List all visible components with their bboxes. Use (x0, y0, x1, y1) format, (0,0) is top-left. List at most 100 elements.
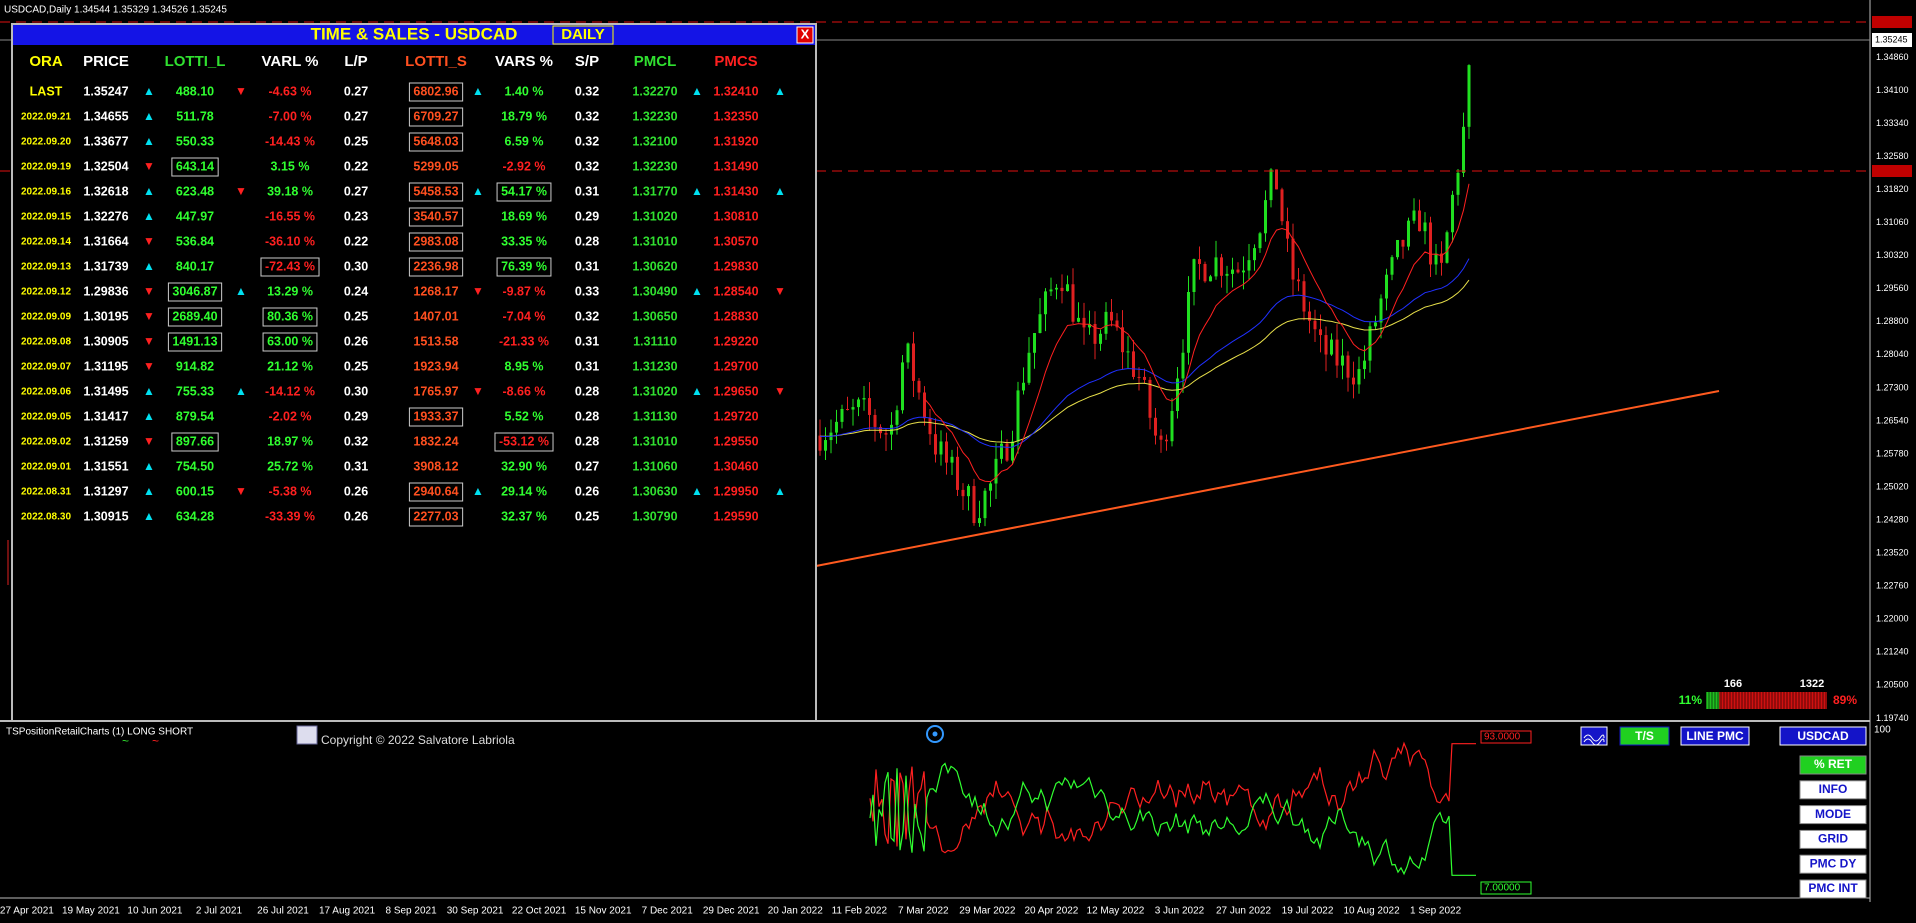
cell: 1.32276 (83, 209, 128, 223)
cell: 2022.08.30 (21, 512, 71, 523)
candle-body (1022, 382, 1025, 391)
cell: 1.29650 (713, 384, 758, 398)
cell: 32.37 % (501, 509, 547, 523)
candle-body (923, 392, 926, 419)
candle-body (1242, 270, 1245, 273)
price-label: 1.25780 (1876, 448, 1909, 458)
cell-box (408, 482, 464, 502)
candle-body (950, 456, 954, 463)
cell: 1.31010 (632, 234, 677, 248)
time-sales-panel: TIME & SALES - USDCAD DAILY X ORA PRICE LO… (11, 23, 817, 722)
cell: 1.31297 (83, 484, 128, 498)
panel-titlebar (13, 25, 815, 45)
cell: 2022.09.19 (21, 162, 71, 173)
candle-body (1440, 253, 1443, 263)
cell: 6802.96 (413, 84, 458, 98)
button[interactable] (1799, 805, 1867, 825)
cell: 0.33 (575, 284, 599, 298)
cell: 897.66 (176, 434, 214, 448)
candle-body (1154, 417, 1157, 436)
candle-body (857, 399, 860, 408)
price-label: 1.22760 (1876, 581, 1909, 591)
wave-button[interactable] (1580, 726, 1608, 746)
button-label[interactable]: GRID (1818, 832, 1848, 846)
candle-body (890, 424, 893, 435)
button[interactable] (1680, 726, 1750, 746)
indicator-value: 93.0000 (1484, 732, 1521, 743)
candle-body (956, 456, 959, 490)
button-label[interactable]: LINE PMC (1686, 729, 1744, 743)
candle-body (1104, 311, 1108, 334)
button[interactable] (1799, 879, 1867, 899)
candle-body (1363, 360, 1366, 370)
cell: 623.48 (176, 184, 214, 198)
trend-arrow: ▼ (774, 384, 786, 398)
trend-arrow: ▼ (143, 159, 155, 173)
button-label[interactable]: PMC DY (1810, 856, 1857, 870)
cell: 1.31010 (632, 434, 677, 448)
candle-body (1385, 274, 1388, 299)
trend-arrow: ▲ (774, 84, 786, 98)
button-label[interactable]: % RET (1814, 757, 1853, 771)
cell: 0.32 (575, 84, 599, 98)
candle-body (1055, 287, 1058, 290)
cell: -8.66 % (502, 384, 545, 398)
candle-body (994, 458, 998, 484)
indicator-value: 7.00000 (1484, 883, 1521, 894)
cell: -9.87 % (502, 284, 545, 298)
candle-body (1077, 317, 1080, 322)
cell: 80.36 % (267, 309, 313, 323)
cell: 755.33 (176, 384, 214, 398)
button-label[interactable]: T/S (1635, 729, 1654, 743)
cell: 33.35 % (501, 234, 547, 248)
candle-body (1467, 65, 1471, 127)
trend-arrow: ▲ (143, 109, 155, 123)
cell: 0.31 (575, 359, 599, 373)
close-label[interactable]: X (801, 26, 810, 41)
candle-body (1225, 273, 1229, 276)
button[interactable] (1779, 726, 1867, 746)
trend-arrow: ▲ (691, 384, 703, 398)
cell: 1832.24 (413, 434, 458, 448)
date-label: 17 Aug 2021 (319, 906, 376, 917)
price-label: 1.27300 (1876, 382, 1909, 392)
cell: 1.31430 (713, 184, 758, 198)
close-button[interactable] (796, 26, 814, 44)
button[interactable] (1799, 854, 1867, 874)
candle-body (1011, 441, 1014, 461)
button[interactable] (1619, 726, 1670, 746)
candle-body (917, 380, 921, 393)
cell: 0.26 (344, 334, 368, 348)
cell: 0.27 (575, 459, 599, 473)
wave-icon[interactable] (1583, 734, 1605, 746)
cell: 2022.08.31 (21, 487, 71, 498)
price-label: 1.31820 (1876, 184, 1909, 194)
cell: 3908.12 (413, 459, 458, 473)
button[interactable] (1799, 829, 1867, 849)
cell: 914.82 (176, 359, 214, 373)
price-label: 1.33340 (1876, 118, 1909, 128)
trend-arrow: ▲ (143, 184, 155, 198)
button-label[interactable]: PMC INT (1808, 881, 1858, 895)
button-label[interactable]: MODE (1815, 807, 1851, 821)
cell: 0.22 (344, 159, 368, 173)
trend-arrow: ▲ (143, 484, 155, 498)
price-label: 1.25020 (1876, 481, 1909, 491)
cell: 0.26 (344, 509, 368, 523)
cell-box (167, 282, 223, 302)
column-header: S/P (575, 53, 599, 70)
trend-arrow: ▼ (143, 284, 155, 298)
candle-body (1143, 376, 1146, 380)
date-label: 1 Sep 2022 (1410, 906, 1462, 917)
date-label: 20 Jan 2022 (768, 906, 823, 917)
price-label: 1.20500 (1876, 680, 1909, 690)
date-label: 11 Feb 2022 (832, 906, 888, 917)
column-header: L/P (344, 53, 367, 70)
button-label[interactable]: INFO (1819, 782, 1848, 796)
button[interactable] (1799, 755, 1867, 775)
cell: 2022.09.20 (21, 137, 71, 148)
button[interactable] (1799, 780, 1867, 800)
price-label: 1.19740 (1876, 713, 1909, 723)
button-label[interactable]: USDCAD (1797, 729, 1849, 743)
